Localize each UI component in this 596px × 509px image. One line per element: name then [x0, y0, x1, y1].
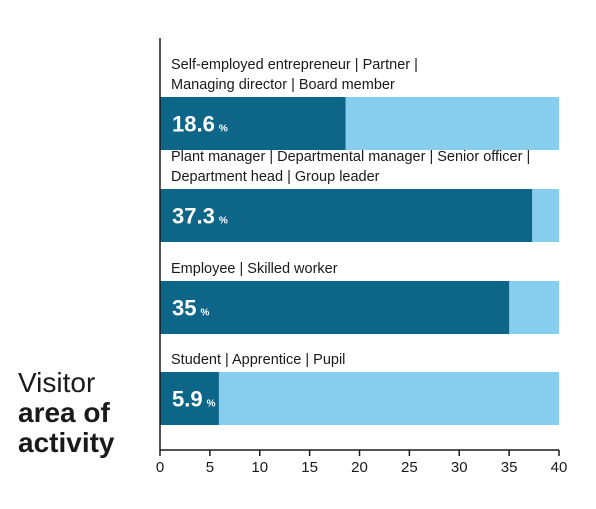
chart-title: Visitor area of activity	[18, 368, 158, 458]
bar-value-number-2: 35	[172, 296, 196, 321]
bar-value-2	[160, 281, 510, 334]
chart-title-line-3: activity	[18, 427, 115, 458]
bar-value-number-3: 5.9	[172, 387, 203, 412]
bar-background-3	[160, 372, 559, 425]
bar-value-unit-1: %	[219, 216, 228, 227]
x-tick-label-0: 0	[156, 459, 164, 476]
bar-value-number-0: 18.6	[172, 112, 215, 137]
bar-value-3	[160, 372, 219, 425]
x-tick-label-1: 5	[206, 459, 214, 476]
x-tick-label-4: 20	[351, 459, 368, 476]
category-label-0-line-1: Managing director | Board member	[171, 77, 395, 93]
category-label-3-line-0: Student | Apprentice | Pupil	[171, 352, 345, 368]
x-tick-label-8: 40	[551, 459, 568, 476]
category-label-0-line-0: Self-employed entrepreneur | Partner |	[171, 57, 418, 73]
chart-title-line-1: Visitor	[18, 367, 96, 398]
category-label-1-line-1: Department head | Group leader	[171, 169, 380, 185]
x-tick-label-2: 10	[251, 459, 268, 476]
bar-value-label-0: 18.6%	[172, 112, 228, 137]
bar-value-number-1: 37.3	[172, 204, 215, 229]
bar-value-0	[160, 97, 346, 150]
bar-value-unit-3: %	[207, 399, 216, 410]
x-tick-label-6: 30	[451, 459, 468, 476]
category-label-2-line-0: Employee | Skilled worker	[171, 261, 338, 277]
chart-title-line-2: area of	[18, 397, 110, 428]
bar-value-1	[160, 189, 533, 242]
bar-value-label-1: 37.3%	[172, 204, 228, 229]
bar-value-unit-2: %	[200, 308, 209, 319]
category-label-1-line-0: Plant manager | Departmental manager | S…	[171, 149, 530, 165]
bar-value-label-2: 35%	[172, 296, 209, 321]
bar-value-unit-0: %	[219, 124, 228, 135]
x-tick-label-3: 15	[301, 459, 318, 476]
bar-value-label-3: 5.9%	[172, 387, 216, 412]
x-tick-label-7: 35	[501, 459, 518, 476]
x-tick-label-5: 25	[401, 459, 418, 476]
